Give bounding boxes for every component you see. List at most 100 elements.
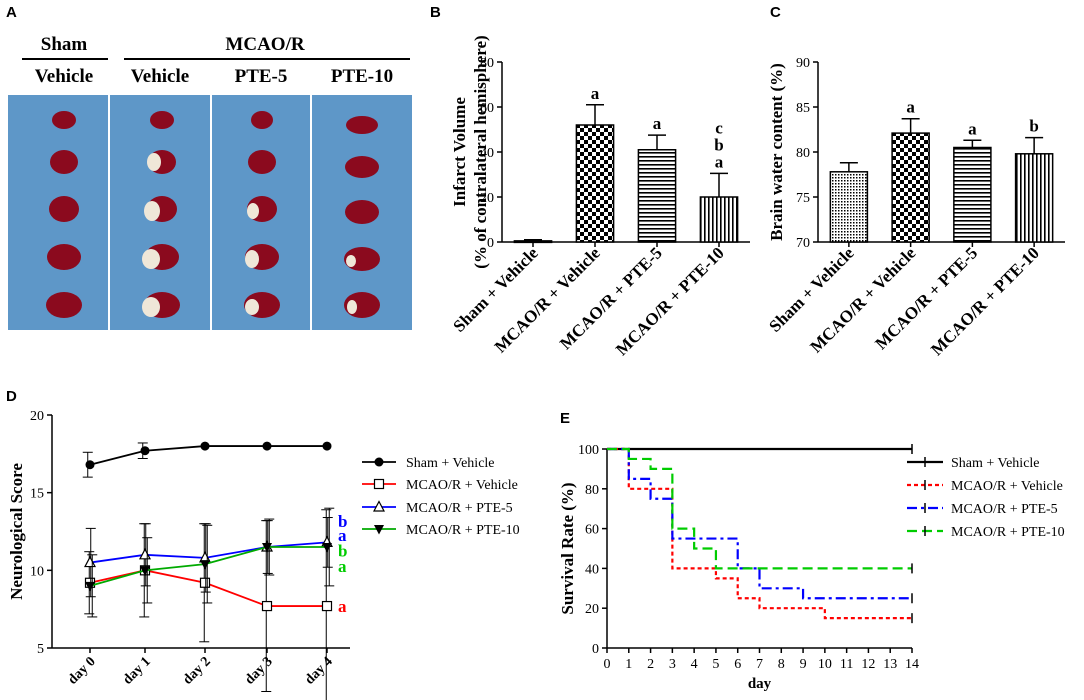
- y-tick-label: 60: [480, 101, 494, 116]
- x-tick-label: day 2: [180, 654, 213, 687]
- bar: [1014, 153, 1054, 243]
- x-tick-label: 3: [669, 657, 676, 672]
- significance-letter: a: [906, 98, 915, 117]
- data-point: [261, 600, 273, 612]
- data-point: [262, 543, 272, 553]
- x-tick-label: 1: [625, 657, 632, 672]
- panel-label-c: C: [770, 4, 781, 21]
- category-label: MCAO/R + PTE-10: [612, 243, 728, 359]
- legend-label: MCAO/R + PTE-10: [951, 525, 1065, 540]
- panel-label-b: B: [430, 4, 441, 21]
- y-axis-label: Neurological Score: [7, 463, 26, 600]
- data-point: [322, 441, 332, 451]
- significance-letter: b: [714, 135, 723, 154]
- brain-slices-mcao-vehicle: [142, 111, 180, 318]
- x-tick-label: 4: [691, 657, 698, 672]
- group-header-sham: Sham: [40, 34, 88, 55]
- data-point: [199, 577, 211, 588]
- data-point: [321, 600, 333, 612]
- legend-label: MCAO/R + PTE-5: [951, 502, 1058, 517]
- legend-label: MCAO/R + Vehicle: [406, 478, 518, 493]
- y-tick-label: 80: [796, 146, 810, 161]
- y-tick-label: 20: [30, 409, 44, 424]
- x-tick-label: 12: [861, 657, 875, 672]
- legend-label: Sham + Vehicle: [406, 456, 495, 471]
- significance-letter: a: [338, 597, 347, 616]
- data-point: [140, 446, 150, 456]
- y-tick-label: 0: [592, 642, 599, 657]
- data-point: [140, 566, 150, 576]
- significance-letter: a: [653, 114, 662, 133]
- col-label-pte10: PTE-10: [330, 66, 394, 87]
- brain-slices-pte10: [344, 116, 380, 318]
- brain-photo-sham-vehicle: [8, 95, 108, 330]
- brain-photo-pte5: [212, 95, 310, 330]
- category-label: MCAO/R + PTE-5: [556, 243, 666, 353]
- x-tick-label: day 0: [65, 654, 98, 687]
- legend-label: MCAO/R + PTE-10: [406, 523, 520, 538]
- legend-marker: [373, 478, 385, 490]
- brain-photo-pte10: [312, 95, 412, 330]
- x-tick-label: day 3: [242, 654, 275, 687]
- x-tick-label: 0: [604, 657, 611, 672]
- y-tick-label: 75: [796, 191, 810, 206]
- y-tick-label: 20: [480, 191, 494, 206]
- legend-marker: [374, 457, 384, 467]
- y-tick-label: 0: [487, 236, 494, 251]
- chart-b-infarct-volume: 0 20 40 60 80 Infarct Volume (% of contralater…: [449, 35, 750, 359]
- x-tick-label: 5: [712, 657, 719, 672]
- brain-photo-mcao-vehicle: [110, 95, 210, 330]
- y-tick-label: 100: [578, 443, 599, 458]
- col-label-pte5: PTE-5: [234, 66, 288, 87]
- y-tick-label: 60: [585, 523, 599, 538]
- x-tick-label: 13: [883, 657, 897, 672]
- category-label: MCAO/R + PTE-10: [927, 243, 1043, 359]
- x-tick-label: 2: [647, 657, 654, 672]
- data-point: [139, 548, 151, 560]
- col-label-vehicle-sham: Vehicle: [34, 66, 94, 87]
- y-tick-label: 70: [796, 236, 810, 251]
- y-tick-label: 40: [585, 562, 599, 577]
- x-tick-label: 11: [840, 657, 853, 672]
- data-point: [200, 441, 210, 451]
- x-tick-label: 7: [756, 657, 763, 672]
- y-axis-label: Survival Rate (%): [558, 482, 577, 614]
- data-point: [85, 460, 95, 470]
- y-tick-label: 80: [480, 56, 494, 71]
- x-tick-label: day 1: [120, 654, 153, 687]
- category-label: MCAO/R + PTE-5: [871, 243, 981, 353]
- legend-marker: [374, 525, 384, 535]
- bar: [829, 171, 869, 243]
- survival-curve: [607, 447, 912, 570]
- x-tick-label: 10: [818, 657, 832, 672]
- bar: [575, 124, 615, 243]
- brain-slices-pte5: [244, 111, 280, 318]
- data-point: [200, 560, 210, 570]
- legend-label: Sham + Vehicle: [951, 456, 1040, 471]
- y-axis-label-2: (% of contralateral hemisphere): [471, 35, 490, 268]
- category-label: MCAO/R + Vehicle: [491, 243, 604, 356]
- data-point: [262, 441, 272, 451]
- panel-label-a: A: [6, 4, 17, 21]
- bar: [953, 146, 992, 243]
- significance-letter: a: [338, 557, 347, 576]
- y-axis-label: Brain water content (%): [767, 63, 786, 241]
- category-label: MCAO/R + Vehicle: [806, 243, 919, 356]
- y-tick-label: 85: [796, 101, 810, 116]
- y-tick-label: 20: [585, 602, 599, 617]
- y-tick-label: 10: [30, 564, 44, 579]
- group-header-mcao: MCAO/R: [225, 34, 305, 55]
- significance-letter: b: [338, 541, 347, 560]
- legend-label: MCAO/R + PTE-5: [406, 501, 513, 516]
- y-tick-label: 5: [37, 642, 44, 657]
- x-axis-label: day: [748, 676, 772, 692]
- chart-d-neurological-score: 5 10 15 20 Neurological Score day 0 day 1 day 2…: [7, 409, 520, 700]
- significance-letter: a: [591, 84, 600, 103]
- significance-letter: b: [1029, 117, 1038, 136]
- legend-marker: [373, 500, 385, 512]
- bar: [891, 132, 930, 243]
- group-underline-mcao: [124, 58, 410, 60]
- significance-letter: a: [715, 152, 724, 171]
- y-tick-label: 80: [585, 483, 599, 498]
